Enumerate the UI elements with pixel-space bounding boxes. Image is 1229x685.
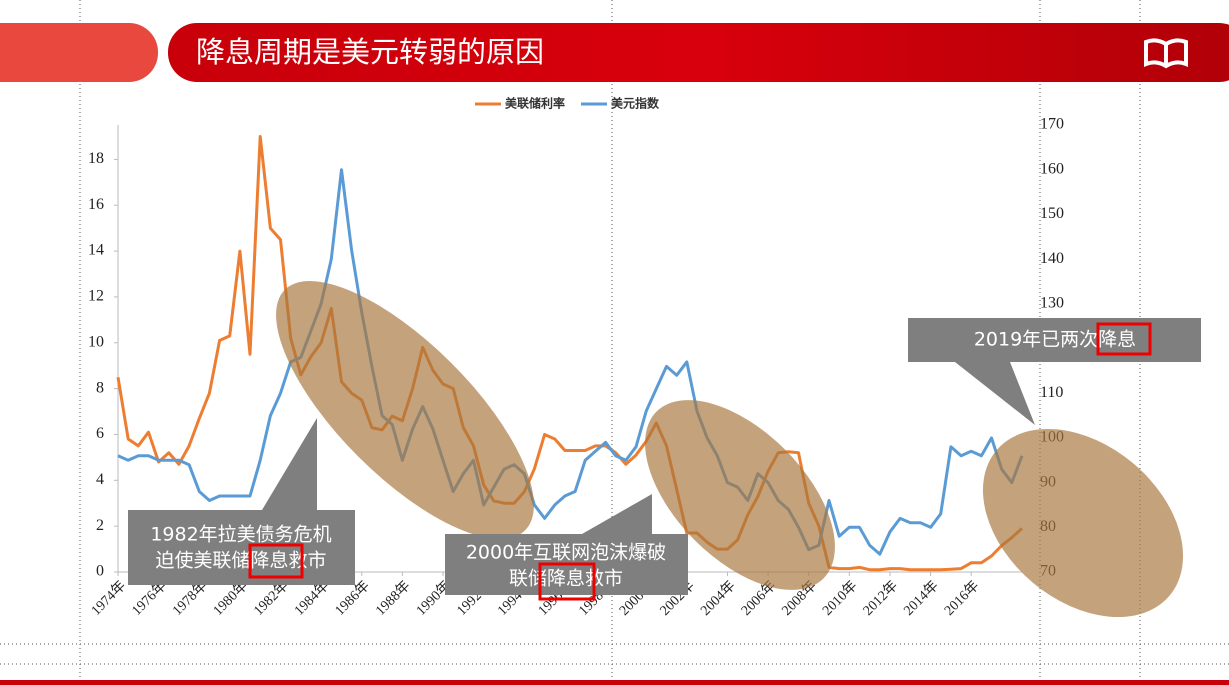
legend-label: 美联储利率 bbox=[505, 96, 565, 111]
callout-box bbox=[908, 318, 1201, 425]
emphasis-box bbox=[248, 543, 304, 579]
x-tick-label: 2004年 bbox=[698, 578, 739, 619]
y-tick-label: 12 bbox=[88, 288, 104, 305]
callout-text: 2000年互联网泡沫爆破 bbox=[466, 542, 666, 564]
y2-tick-label: 130 bbox=[1040, 294, 1064, 311]
callout-text: 联储降息救市 bbox=[509, 568, 623, 590]
header-pill bbox=[0, 23, 158, 82]
y-tick-label: 14 bbox=[88, 242, 104, 259]
y-tick-label: 4 bbox=[96, 471, 104, 488]
y-tick-label: 2 bbox=[96, 517, 104, 534]
callout-box bbox=[128, 418, 355, 585]
callout-box bbox=[445, 494, 688, 595]
footer-bar bbox=[0, 680, 1229, 685]
x-tick-label: 2016年 bbox=[941, 578, 982, 619]
x-tick-label: 1988年 bbox=[372, 578, 413, 619]
y-tick-label: 6 bbox=[96, 425, 104, 442]
callout-text: 1982年拉美债务危机 bbox=[150, 524, 331, 546]
slide-title: 降息周期是美元转弱的原因 bbox=[196, 35, 544, 69]
y-tick-label: 18 bbox=[88, 150, 104, 167]
callout: 2019年已两次降息 bbox=[908, 318, 1201, 425]
highlight-ellipse bbox=[645, 400, 835, 590]
emphasis-box bbox=[1096, 322, 1152, 356]
y2-tick-label: 110 bbox=[1040, 384, 1063, 401]
callout-text: 迫使美联储降息救市 bbox=[155, 550, 326, 572]
header-bar bbox=[168, 23, 1229, 82]
x-tick-label: 2010年 bbox=[819, 578, 860, 619]
x-tick-label: 2014年 bbox=[901, 578, 942, 619]
book-icon bbox=[1144, 38, 1188, 69]
highlights bbox=[276, 281, 1184, 618]
y-tick-label: 0 bbox=[96, 563, 104, 580]
callout-text: 2019年已两次降息 bbox=[974, 329, 1136, 351]
x-tick-label: 2012年 bbox=[860, 578, 901, 619]
y-tick-label: 16 bbox=[88, 196, 104, 213]
highlight-ellipse bbox=[982, 428, 1184, 618]
highlight-ellipse bbox=[276, 281, 534, 539]
y2-tick-label: 170 bbox=[1040, 116, 1064, 133]
y2-tick-label: 140 bbox=[1040, 250, 1064, 267]
callout: 2000年互联网泡沫爆破 联储降息救市 bbox=[445, 494, 688, 601]
emphasis-box bbox=[538, 562, 596, 601]
line-series bbox=[117, 168, 1024, 556]
callout: 1982年拉美债务危机 迫使美联储降息救市 bbox=[128, 418, 355, 585]
legend-label: 美元指数 bbox=[611, 96, 660, 111]
x-tick-label: 1974年 bbox=[88, 578, 129, 619]
y-tick-label: 8 bbox=[96, 379, 104, 396]
y-tick-label: 10 bbox=[88, 333, 104, 350]
y2-tick-label: 150 bbox=[1040, 205, 1064, 222]
line-series bbox=[116, 135, 1024, 572]
y2-tick-label: 160 bbox=[1040, 160, 1064, 177]
